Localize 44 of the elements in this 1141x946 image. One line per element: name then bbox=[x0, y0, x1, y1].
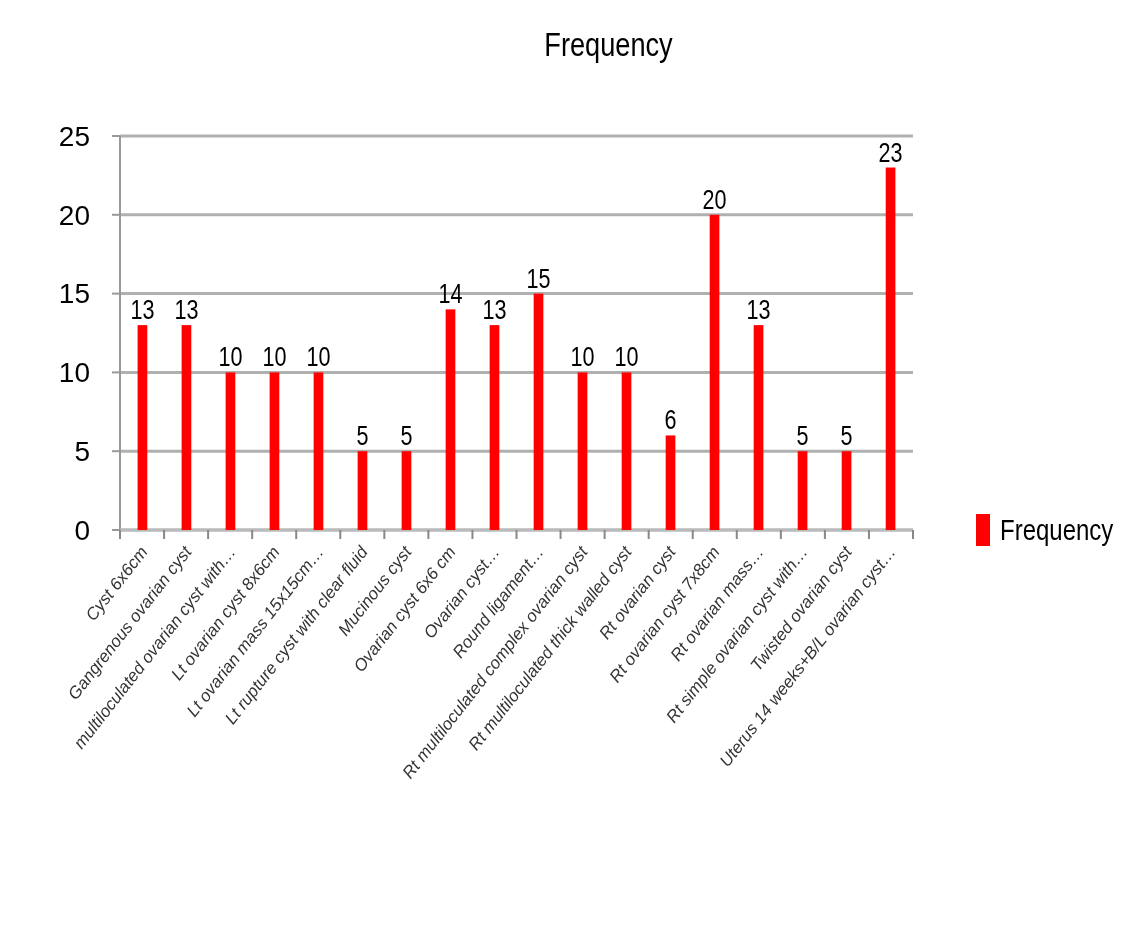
bar bbox=[533, 293, 544, 530]
bar bbox=[181, 325, 192, 530]
bar bbox=[357, 451, 368, 530]
bar bbox=[269, 372, 280, 530]
y-tick-label: 5 bbox=[74, 436, 90, 467]
legend-label: Frequency bbox=[1000, 512, 1114, 548]
data-label: 10 bbox=[614, 342, 639, 372]
bar bbox=[489, 325, 500, 530]
data-label: 10 bbox=[262, 342, 287, 372]
data-label: 10 bbox=[570, 342, 595, 372]
bar bbox=[313, 372, 324, 530]
bar bbox=[445, 309, 456, 530]
data-label: 5 bbox=[840, 420, 853, 451]
y-tick-label: 15 bbox=[58, 278, 90, 310]
bar bbox=[401, 451, 412, 530]
data-label: 13 bbox=[482, 294, 507, 325]
data-label: 6 bbox=[664, 405, 677, 435]
bar bbox=[709, 214, 720, 530]
bar bbox=[841, 451, 852, 530]
data-label: 13 bbox=[174, 294, 199, 325]
data-label: 14 bbox=[438, 279, 463, 309]
y-tick-label: 10 bbox=[58, 357, 90, 389]
bar bbox=[577, 372, 588, 530]
y-tick-label: 25 bbox=[58, 120, 90, 152]
data-label: 5 bbox=[356, 420, 369, 451]
bar bbox=[137, 325, 148, 530]
bar bbox=[885, 167, 896, 530]
chart-title: Frequency bbox=[544, 25, 674, 64]
bar bbox=[621, 372, 632, 530]
bar bbox=[665, 435, 676, 530]
data-label: 13 bbox=[746, 294, 771, 325]
y-tick-label: 20 bbox=[58, 199, 90, 231]
data-label: 20 bbox=[702, 184, 727, 215]
bar bbox=[753, 325, 764, 530]
data-label: 23 bbox=[878, 137, 903, 168]
data-label: 5 bbox=[796, 420, 809, 451]
y-tick-label: 0 bbox=[74, 514, 90, 546]
bar bbox=[797, 451, 808, 530]
data-label: 15 bbox=[526, 263, 551, 294]
bar bbox=[225, 372, 236, 530]
data-label: 13 bbox=[130, 294, 155, 325]
data-label: 10 bbox=[306, 342, 331, 372]
data-label: 10 bbox=[218, 342, 243, 372]
data-label: 5 bbox=[400, 420, 413, 451]
